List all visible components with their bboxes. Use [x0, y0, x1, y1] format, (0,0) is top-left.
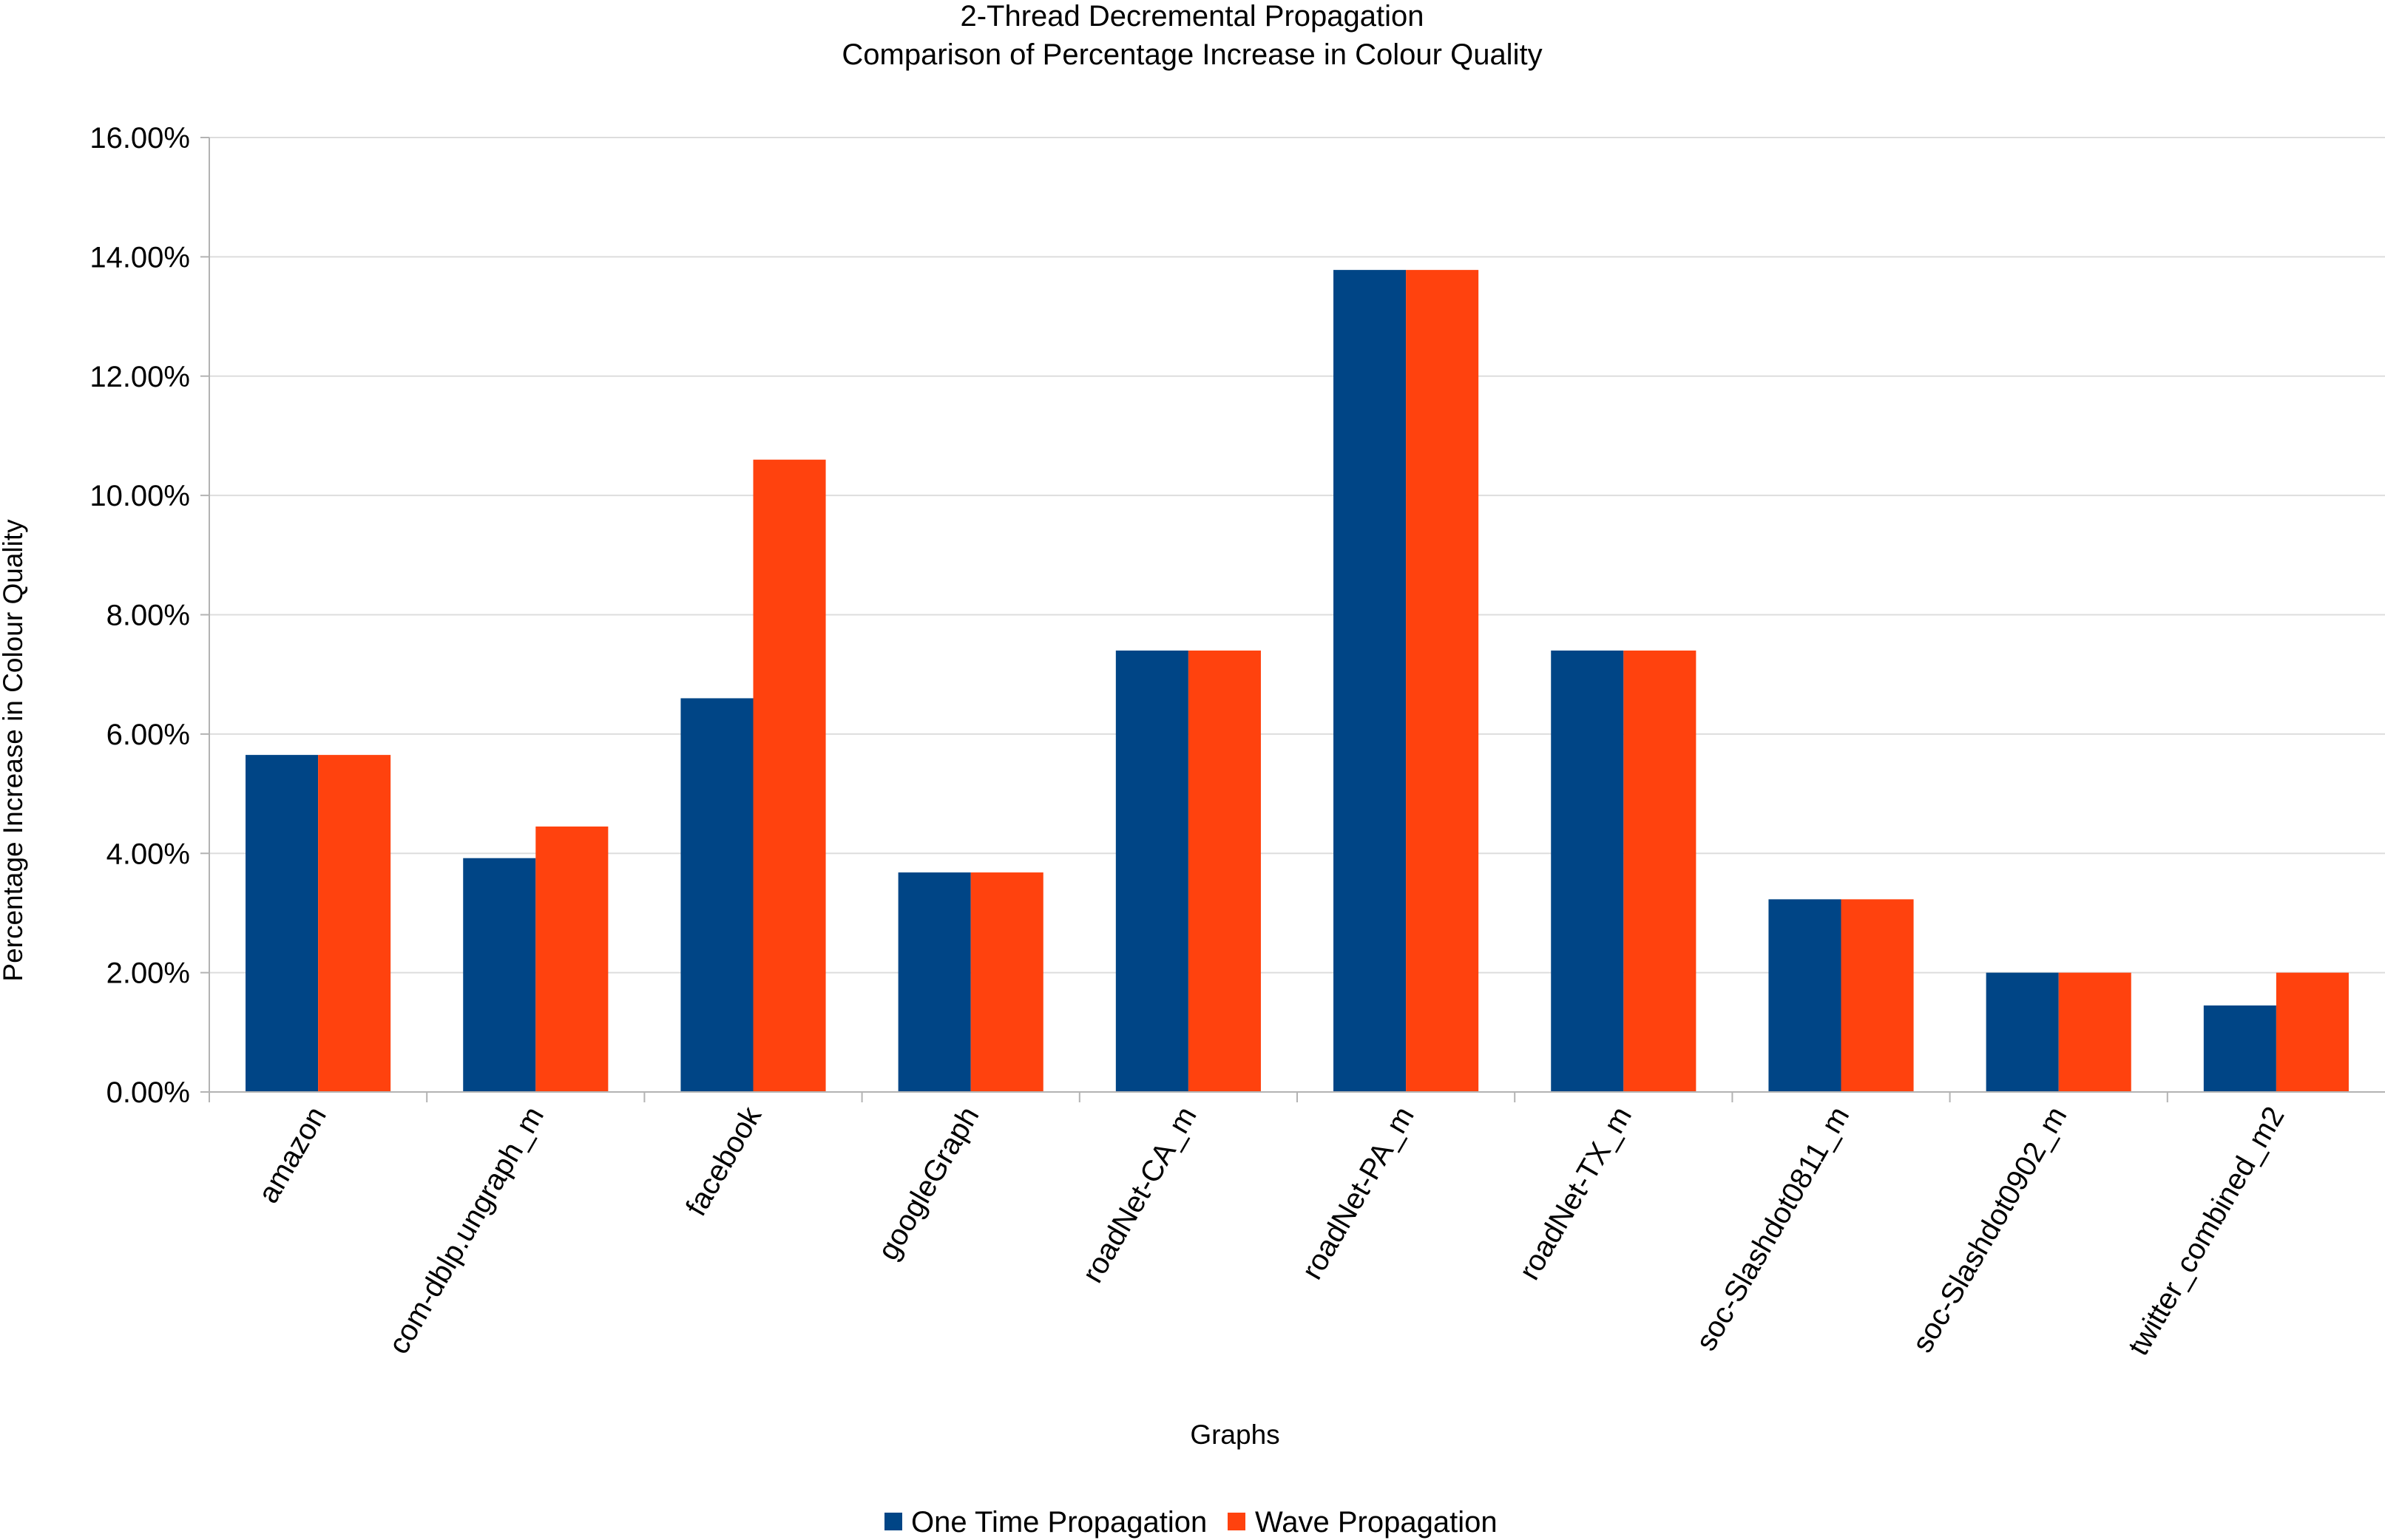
y-axis-title: Percentage Increase in Colour Quality [0, 519, 28, 982]
x-axis-title: Graphs [1190, 1419, 1279, 1450]
x-tick-label: roadNet-TX_m [1513, 1102, 1638, 1286]
chart-title: 2-Thread Decremental Propagation [960, 0, 1424, 33]
y-tick-label: 6.00% [106, 719, 190, 751]
bar-one-time-roadNet-TX_m [1551, 650, 1624, 1092]
bar-one-time-facebook [680, 698, 754, 1092]
bar-one-time-twitter_combined_m2 [2203, 1005, 2276, 1092]
bar-one-time-googleGraph [898, 872, 971, 1092]
x-tick-label: com-dblp.ungraph_m [382, 1102, 550, 1360]
axis-layer [200, 137, 2385, 1102]
bar-wave-roadNet-TX_m [1623, 650, 1696, 1092]
y-tick-labels: 0.00% 2.00% 4.00% 6.00% 8.00% 10.00% 12.00% 14.… [89, 122, 190, 1109]
bar-wave-twitter_combined_m2 [2276, 972, 2349, 1092]
bar-wave-amazon [318, 755, 391, 1092]
y-tick-label: 4.00% [106, 838, 190, 870]
x-tick-label: facebook [680, 1101, 768, 1221]
bar-wave-soc-Slashdot0811_m [1841, 899, 1914, 1092]
bar-wave-com-dblp.ungraph_m [535, 826, 609, 1092]
y-tick-label: 16.00% [89, 122, 190, 155]
x-tick-label: roadNet-PA_m [1296, 1102, 1421, 1286]
legend-swatch-wave-propagation [1228, 1513, 1245, 1530]
bar-wave-soc-Slashdot0902_m [2058, 972, 2131, 1092]
y-tick-label: 2.00% [106, 957, 190, 990]
chart-subtitle: Comparison of Percentage Increase in Col… [842, 38, 1542, 71]
y-tick-label: 10.00% [89, 480, 190, 512]
y-tick-label: 14.00% [89, 241, 190, 274]
bar-one-time-soc-Slashdot0902_m [1986, 972, 2059, 1092]
bar-one-time-roadNet-CA_m [1115, 650, 1188, 1092]
x-tick-label: soc-Slashdot0811_m [1690, 1102, 1856, 1357]
legend-label-one-time-propagation: One Time Propagation [911, 1506, 1207, 1539]
x-tick-label: amazon [252, 1102, 333, 1209]
bar-wave-googleGraph [970, 872, 1043, 1092]
bar-one-time-soc-Slashdot0811_m [1768, 899, 1841, 1092]
legend-label-wave-propagation: Wave Propagation [1255, 1506, 1498, 1539]
x-tick-labels: amazon com-dblp.ungraph_m facebook googleGr… [252, 1101, 2291, 1361]
bar-one-time-amazon [246, 755, 319, 1092]
y-tick-label: 8.00% [106, 600, 190, 632]
bar-wave-roadNet-PA_m [1406, 270, 1479, 1093]
bar-wave-roadNet-CA_m [1188, 650, 1261, 1092]
x-tick-label: roadNet-CA_m [1076, 1102, 1202, 1289]
x-tick-label: twitter_combined_m2 [2122, 1102, 2290, 1361]
bars-layer [246, 270, 2349, 1093]
x-tick-label: soc-Slashdot0902_m [1906, 1102, 2073, 1358]
legend-swatch-one-time-propagation [884, 1513, 902, 1530]
bar-one-time-roadNet-PA_m [1333, 270, 1407, 1093]
x-tick-label: googleGraph [872, 1102, 986, 1266]
y-tick-label: 12.00% [89, 361, 190, 393]
legend: One Time Propagation Wave Propagation [884, 1506, 1498, 1539]
bar-wave-facebook [753, 459, 826, 1092]
bar-one-time-com-dblp.ungraph_m [463, 858, 536, 1092]
y-tick-label: 0.00% [106, 1076, 190, 1109]
